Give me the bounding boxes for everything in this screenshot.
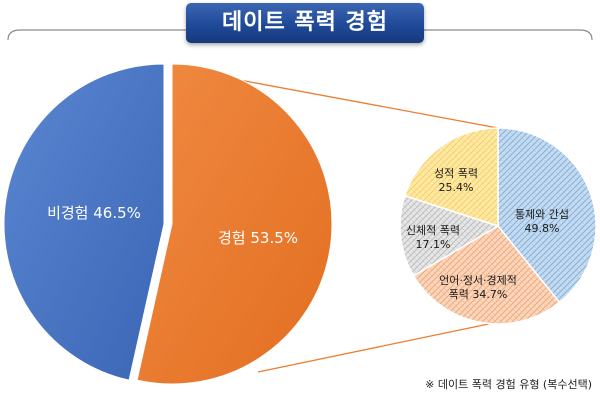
sub-pie-label-physical: 신체적 폭력 17.1% — [406, 224, 460, 251]
sub-pie-label-verbal-emotional-economic: 언어·정서·경제적 폭력 34.7% — [439, 274, 517, 301]
footnote: ※ 데이트 폭력 경험 유형 (복수선택) — [425, 378, 592, 391]
title-background — [186, 3, 424, 43]
sub-pie-slice-physical — [399, 194, 500, 277]
main-pie-label-experience: 경험 53.5% — [218, 229, 298, 247]
main-pie-slice-experience — [136, 63, 333, 385]
main-pie-label-non-experience: 비경험 46.5% — [47, 204, 141, 222]
header-line-right — [424, 29, 593, 41]
sub-pie-label-sexual: 성적 폭력 25.4% — [434, 167, 478, 194]
page-title: 데이트 폭력 경험 — [222, 10, 388, 35]
header-line-left — [7, 29, 186, 41]
sub-pie: 통제와 간섭 49.8% 언어·정서·경제적 폭력 34.7% 신체적 폭력 17.1% 성… — [399, 127, 597, 325]
sub-pie-label-control: 통제와 간섭 49.8% — [515, 208, 569, 235]
main-pie: 비경험 46.5% 경험 53.5% — [3, 63, 333, 385]
connector-line-bottom — [257, 321, 499, 373]
main-pie-slice-non-experience — [3, 63, 165, 381]
sub-pie-slice-control — [497, 127, 597, 304]
title-banner: 데이트 폭력 경험 — [186, 3, 424, 43]
sub-pie-slice-sexual — [403, 127, 499, 228]
sub-pie-slice-verbal-emotional-economic — [412, 225, 561, 325]
